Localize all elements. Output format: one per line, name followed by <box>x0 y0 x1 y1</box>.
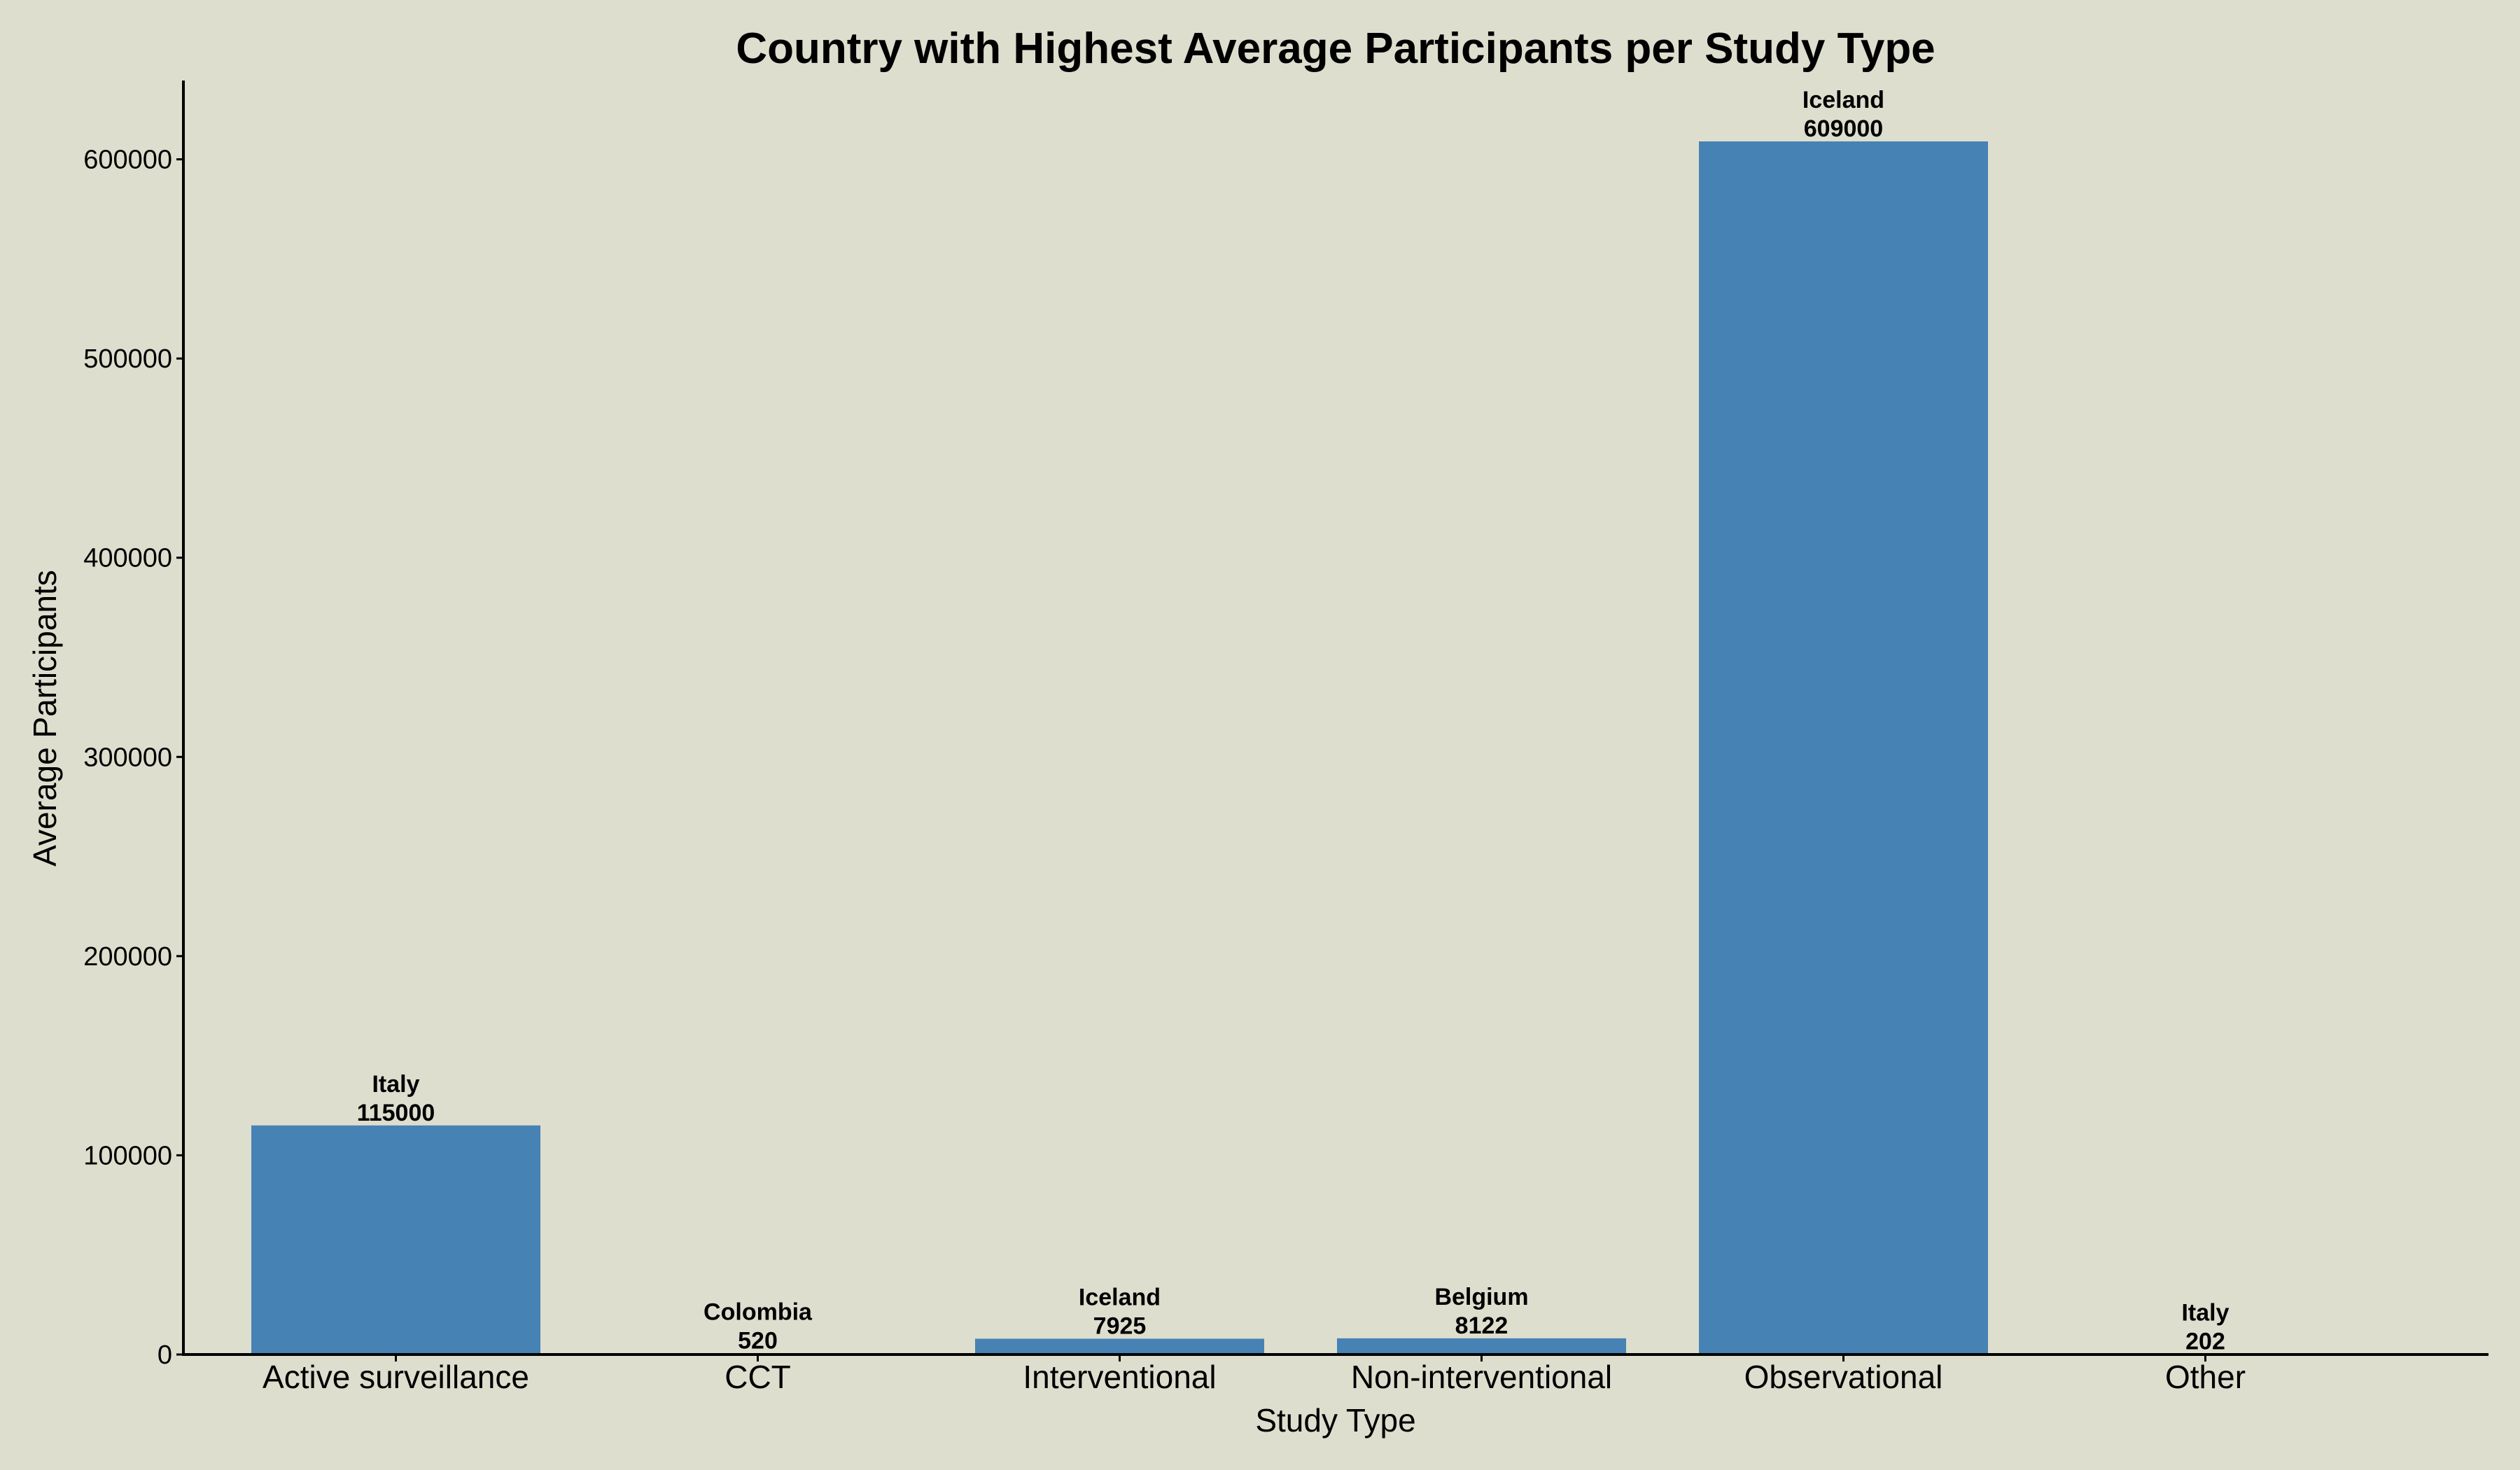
bar-country-label: Colombia <box>704 1299 813 1326</box>
x-tick-label: Observational <box>1744 1359 1943 1395</box>
bar-country-label: Iceland <box>1802 87 1884 113</box>
bar-value-label: 202 <box>2185 1328 2225 1354</box>
x-tick-label: Other <box>2165 1359 2246 1395</box>
y-tick-label: 0 <box>158 1340 172 1370</box>
bar-value-label: 7925 <box>1093 1312 1147 1339</box>
bar-value-label: 609000 <box>1804 115 1883 142</box>
bar-value-label: 115000 <box>357 1100 435 1126</box>
chart-title: Country with Highest Average Participant… <box>736 24 1935 73</box>
y-tick-label: 300000 <box>83 743 172 772</box>
bar <box>1337 1338 1626 1354</box>
bars: Italy115000Colombia520Iceland7925Belgium… <box>251 87 2350 1354</box>
y-tick-label: 200000 <box>83 942 172 972</box>
bar-country-label: Iceland <box>1079 1284 1161 1310</box>
bar <box>251 1125 540 1354</box>
bar-value-label: 520 <box>738 1328 778 1354</box>
x-ticks: Active surveillance CCT Interventional Non-… <box>262 1354 2246 1395</box>
y-tick-label: 600000 <box>83 146 172 175</box>
y-tick-label: 400000 <box>83 544 172 573</box>
y-tick-label: 100000 <box>83 1141 172 1170</box>
bar-country-label: Italy <box>372 1071 419 1098</box>
bar-country-label: Italy <box>2181 1299 2229 1326</box>
bar-country-label: Belgium <box>1434 1284 1528 1310</box>
y-axis-label: Average Participants <box>27 570 63 867</box>
y-tick-label: 500000 <box>83 344 172 374</box>
y-ticks: 0 100000 200000 300000 400000 500000 600000 <box>83 146 183 1370</box>
x-tick-label: CCT <box>724 1359 791 1395</box>
bar <box>975 1338 1264 1354</box>
x-axis-label: Study Type <box>1255 1402 1415 1438</box>
bar-value-label: 8122 <box>1455 1312 1508 1339</box>
x-tick-label: Non-interventional <box>1351 1359 1612 1395</box>
x-tick-label: Interventional <box>1023 1359 1216 1395</box>
x-tick-label: Active surveillance <box>262 1359 529 1395</box>
bar <box>1699 141 1988 1354</box>
